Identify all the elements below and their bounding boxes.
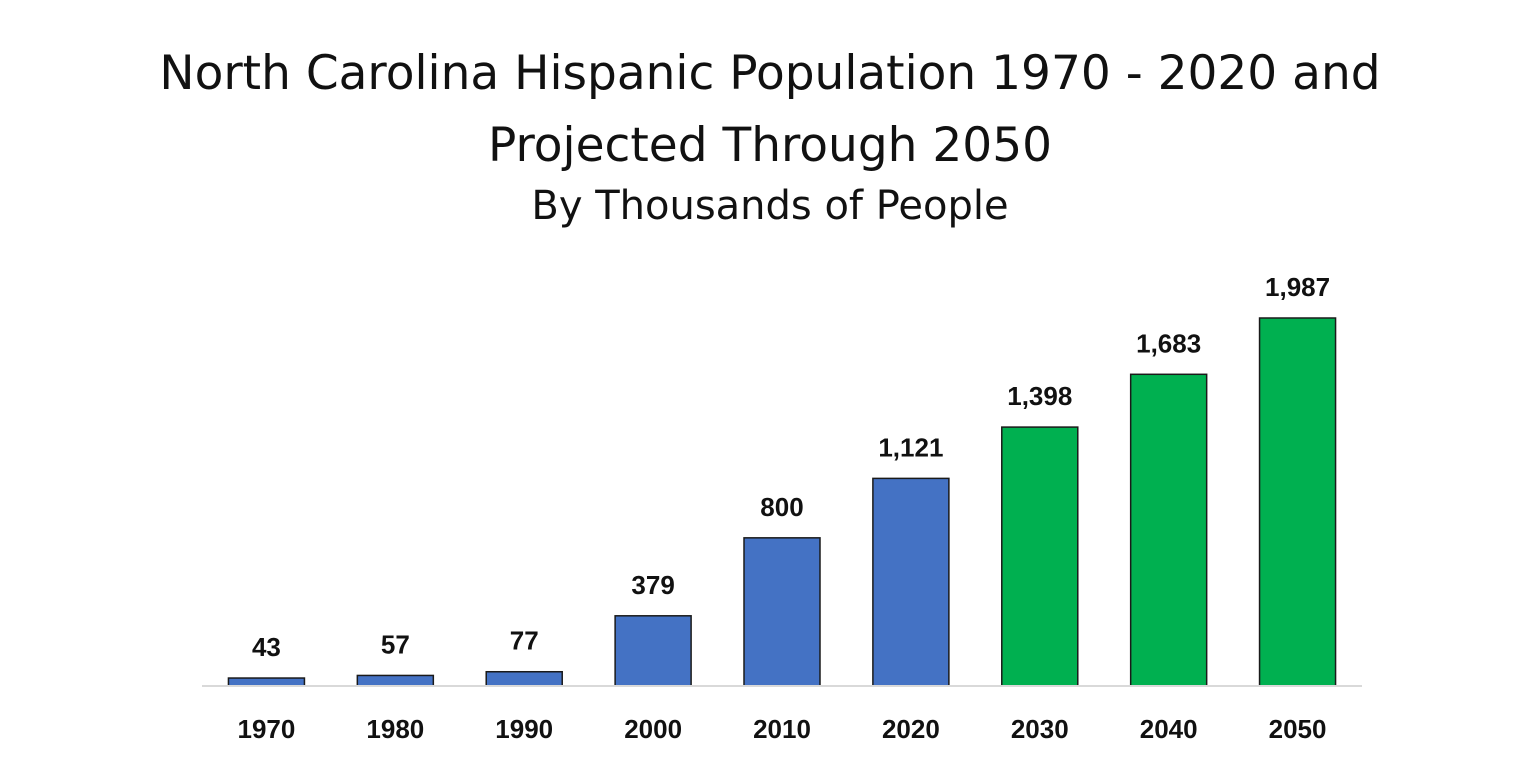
data-label-2010: 800 — [760, 492, 803, 522]
x-tick-label-2040: 2040 — [1140, 714, 1198, 744]
data-label-1970: 43 — [252, 632, 281, 662]
bar-1980 — [356, 674, 435, 687]
data-label-2020: 1,121 — [878, 432, 943, 462]
chart-subtitle: By Thousands of People — [531, 183, 1009, 229]
x-tick-label-2030: 2030 — [1011, 714, 1069, 744]
data-label-1990: 77 — [510, 626, 539, 656]
x-tick-label-1970: 1970 — [238, 714, 296, 744]
bar-2050 — [1258, 317, 1337, 687]
bar-2040 — [1129, 373, 1208, 687]
x-tick-labels-group: 1970 1980 1990 2000 2010 2020 2030 2040 2050 — [238, 714, 1327, 744]
x-tick-label-2010: 2010 — [753, 714, 811, 744]
chart-title-line-2: Projected Through 2050 — [488, 118, 1052, 173]
data-label-1980: 57 — [381, 629, 410, 659]
bars-group — [227, 317, 1337, 687]
bar-1990 — [485, 670, 563, 687]
x-tick-label-2050: 2050 — [1269, 714, 1327, 744]
chart-title-block: North Carolina Hispanic Population 1970 … — [0, 38, 1540, 236]
x-tick-label-1980: 1980 — [366, 714, 424, 744]
data-label-2050: 1,987 — [1265, 272, 1330, 302]
data-label-2040: 1,683 — [1136, 328, 1201, 358]
bar-2010 — [743, 537, 821, 687]
data-labels-group: 43 57 77 379 800 1,121 1,398 1,683 1,987 — [252, 272, 1330, 662]
bar-2000 — [614, 615, 692, 687]
x-tick-label-1990: 1990 — [495, 714, 553, 744]
bar-2030 — [1001, 426, 1079, 687]
x-tick-label-2000: 2000 — [624, 714, 682, 744]
x-tick-label-2020: 2020 — [882, 714, 940, 744]
data-label-2000: 379 — [631, 570, 674, 600]
chart-title-line-1: North Carolina Hispanic Population 1970 … — [159, 46, 1381, 101]
data-label-2030: 1,398 — [1007, 381, 1072, 411]
bar-1970 — [227, 677, 306, 687]
bar-2020 — [872, 477, 950, 687]
